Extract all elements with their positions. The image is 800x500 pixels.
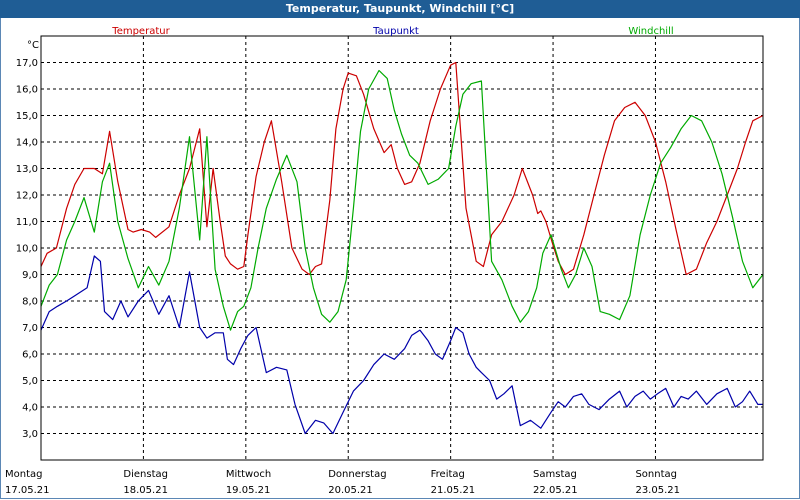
axes bbox=[40, 35, 764, 461]
y-tick-label: 16,0 bbox=[16, 85, 38, 96]
chart-frame: 17,0 16,0 15,0 14,0 13,0 12,0 11,0 10,0 9,0 8,0 7,… bbox=[0, 18, 800, 499]
y-axis-label: °C bbox=[27, 40, 39, 51]
legend-windchill: Windchill bbox=[628, 26, 673, 37]
y-tick-label: 17,0 bbox=[16, 58, 38, 69]
x-tick-day: Montag bbox=[5, 469, 42, 480]
x-tick-date: 19.05.21 bbox=[226, 485, 271, 496]
x-tick-day: Mittwoch bbox=[226, 469, 271, 480]
y-tick-label: 6,0 bbox=[22, 350, 38, 361]
y-tick-label: 10,0 bbox=[16, 244, 38, 255]
y-tick-label: 11,0 bbox=[16, 217, 38, 228]
chart-svg: 17,0 16,0 15,0 14,0 13,0 12,0 11,0 10,0 9,0 8,0 7,… bbox=[5, 26, 764, 496]
y-tick-label: 14,0 bbox=[16, 138, 38, 149]
x-tick-day: Dienstag bbox=[123, 469, 168, 480]
y-tick-label: 15,0 bbox=[16, 111, 38, 122]
chart-title: Temperatur, Taupunkt, Windchill [°C] bbox=[0, 0, 800, 18]
x-tick-date: 21.05.21 bbox=[431, 485, 476, 496]
y-tick-label: 3,0 bbox=[22, 429, 38, 440]
x-tick-date: 20.05.21 bbox=[328, 485, 373, 496]
y-tick-label: 12,0 bbox=[16, 191, 38, 202]
legend-taupunkt: Taupunkt bbox=[372, 26, 419, 37]
x-tick-day: Freitag bbox=[431, 469, 465, 480]
y-tick-label: 4,0 bbox=[22, 403, 38, 414]
x-tick-day: Sonntag bbox=[635, 469, 677, 480]
series-line-temperatur bbox=[40, 61, 764, 276]
y-tick-label: 9,0 bbox=[22, 270, 38, 281]
y-tick-label: 13,0 bbox=[16, 164, 38, 175]
x-tick-date: 23.05.21 bbox=[635, 485, 680, 496]
y-tick-label: 5,0 bbox=[22, 376, 38, 387]
y-tick-label: 7,0 bbox=[22, 323, 38, 334]
x-tick-day: Donnerstag bbox=[328, 469, 386, 480]
plot-border bbox=[40, 35, 764, 461]
grid bbox=[41, 36, 763, 460]
x-tick-day: Samstag bbox=[533, 469, 577, 480]
legend-temperatur: Temperatur bbox=[111, 26, 170, 37]
series-line-taupunkt bbox=[40, 255, 763, 435]
x-tick-date: 22.05.21 bbox=[533, 485, 578, 496]
series-lines bbox=[40, 61, 764, 435]
x-tick-date: 17.05.21 bbox=[5, 485, 50, 496]
series-line-windchill bbox=[40, 69, 764, 331]
y-tick-label: 8,0 bbox=[22, 297, 38, 308]
labels: 17,0 16,0 15,0 14,0 13,0 12,0 11,0 10,0 9,0 8,0 7,… bbox=[5, 26, 680, 496]
x-tick-date: 18.05.21 bbox=[123, 485, 168, 496]
